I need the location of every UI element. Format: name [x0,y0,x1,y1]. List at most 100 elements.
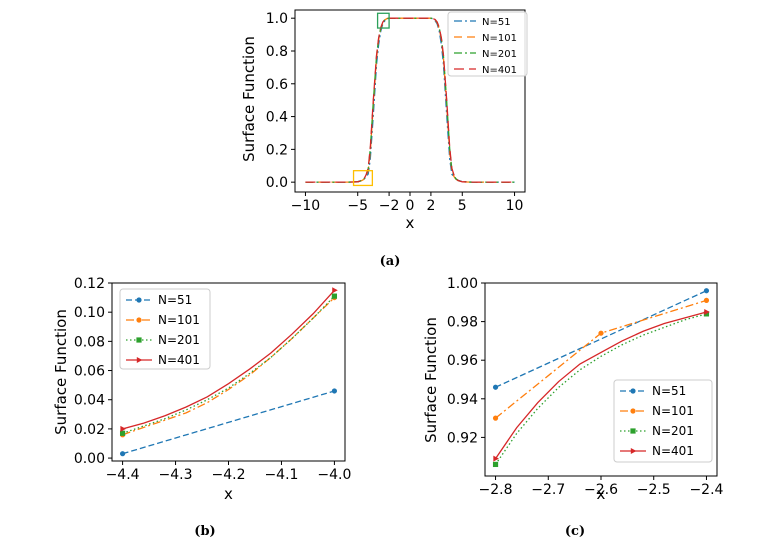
xtick-label-c: −2.8 [479,482,513,498]
ytick-label-b: 0.04 [74,393,105,409]
legend-c: N=51 N=101 N=201 N=401 [613,379,713,463]
legend-label-a-N=101: N=101 [482,33,517,44]
legend-label-c-N=201: N=201 [652,424,694,438]
xtick-label-b: −4.1 [264,467,298,483]
series-line-b-N=401 [122,289,335,430]
marker-c-N=51-1 [703,288,710,294]
marker-c-N=401-0 [493,455,499,462]
legend-label-c-N=401: N=401 [652,444,694,458]
ytick-label-a: 0.6 [266,77,288,93]
legend-marker-b-N=201 [136,337,142,343]
marker-c-N=51-0 [492,384,499,390]
xtick-label-a: 5 [458,198,467,214]
marker-c-N=101-2 [703,297,710,303]
ylabel-a: Surface Function [240,36,258,162]
ytick-label-c: 1.00 [447,276,478,292]
series-line-a-N=401 [305,17,515,183]
xtick-label-b: −4.4 [106,467,140,483]
caption-a: (a) [380,254,401,269]
xlabel-c: x [597,485,606,503]
xtick-label-b: −4.0 [317,467,351,483]
marker-b-N=201-0 [119,430,126,436]
ytick-label-a: 0.8 [266,44,288,60]
legend-label-c-N=51: N=51 [652,384,686,398]
xtick-label-a: −2 [379,198,400,214]
panel-a: −10 −5 −2 0 2 5 10 0.0 0.2 0.4 0.6 0.8 1.0 x Surface F… [240,9,528,269]
ytick-label-a: 0.0 [266,175,288,191]
plot-area-b [119,287,338,457]
ytick-label-c: 0.92 [447,430,478,446]
caption-b: (b) [194,524,215,539]
ylabel-c: Surface Function [422,317,440,443]
ytick-label-a: 1.0 [266,11,288,27]
legend-b: N=51 N=101 N=201 N=401 [119,288,211,370]
legend-label-b-N=51: N=51 [158,293,192,307]
ytick-label-b: 0.00 [74,451,105,467]
ytick-label-a: 0.2 [266,142,288,158]
series-line-c-N=401 [495,311,707,459]
marker-c-N=101-0 [492,415,499,421]
legend-label-a-N=401: N=401 [482,65,517,76]
marker-b-N=401-0 [120,425,126,432]
xtick-label-b: −4.2 [212,467,246,483]
legend-label-a-N=51: N=51 [482,17,511,28]
panel-b: −4.4 −4.3 −4.2 −4.1 −4.0 0.00 0.02 0.04 0.06 0.08… [52,276,351,539]
ytick-label-a: 0.4 [266,110,288,126]
legend-marker-b-N=401 [136,357,143,363]
marker-c-N=101-1 [598,330,604,336]
xtick-label-a: 0 [406,198,415,214]
ytick-label-b: 0.08 [74,334,105,350]
xtick-label-c: −2.7 [531,482,565,498]
series-line-b-N=51 [122,390,335,455]
ytick-label-b: 0.02 [74,422,105,438]
series-line-b-N=101 [122,297,335,436]
legend-box-a [447,11,528,77]
legend-marker-c-N=51 [630,388,636,394]
marker-b-N=401-10 [332,287,338,294]
series-line-b-N=201 [122,295,335,434]
legend-marker-c-N=201 [630,428,636,434]
legend-a: N=51 N=101 N=201 N=401 [447,11,528,77]
marker-b-N=201-10 [331,293,338,299]
marker-c-N=201-10 [703,311,710,317]
ytick-label-b: 0.12 [74,276,105,292]
ytick-label-c: 0.96 [447,353,478,369]
xtick-label-c: −2.5 [637,482,671,498]
marker-c-N=201-0 [492,461,499,468]
legend-marker-b-N=101 [136,317,142,323]
panel-c: −2.8 −2.7 −2.6 −2.5 −2.4 0.92 0.94 0.96 0.98 1.00… [422,276,724,539]
plot-area-a [305,17,515,183]
legend-label-c-N=101: N=101 [652,404,694,418]
ytick-label-c: 0.98 [447,315,478,331]
plot-area-c [492,288,710,468]
series-line-c-N=201 [495,313,707,465]
legend-label-b-N=101: N=101 [158,313,200,327]
xtick-label-c: −2.6 [584,482,618,498]
legend-label-b-N=201: N=201 [158,333,200,347]
ylabel-b: Surface Function [52,309,70,435]
xtick-label-a: −10 [291,198,321,214]
xtick-label-b: −4.3 [159,467,193,483]
marker-b-N=51-0 [119,451,126,457]
caption-c: (c) [565,524,585,539]
xlabel-b: x [224,485,233,503]
zoom-box-0 [352,170,374,187]
xtick-label-a: 10 [506,198,524,214]
legend-marker-c-N=101 [630,408,636,414]
legend-marker-c-N=401 [630,448,637,454]
ytick-label-c: 0.94 [447,392,478,408]
xtick-label-a: −5 [347,198,368,214]
legend-label-a-N=201: N=201 [482,49,517,60]
ytick-label-b: 0.10 [74,305,105,321]
legend-box-c [613,379,713,463]
marker-c-N=401-10 [704,308,710,315]
ytick-label-b: 0.06 [74,364,105,380]
marker-b-N=51-1 [331,388,338,394]
zoom-box-1 [376,12,390,29]
xtick-label-c: −2.4 [689,482,723,498]
legend-box-b [119,288,211,370]
xlabel-a: x [406,214,415,232]
series-line-c-N=51 [495,290,707,388]
legend-marker-b-N=51 [136,297,142,303]
